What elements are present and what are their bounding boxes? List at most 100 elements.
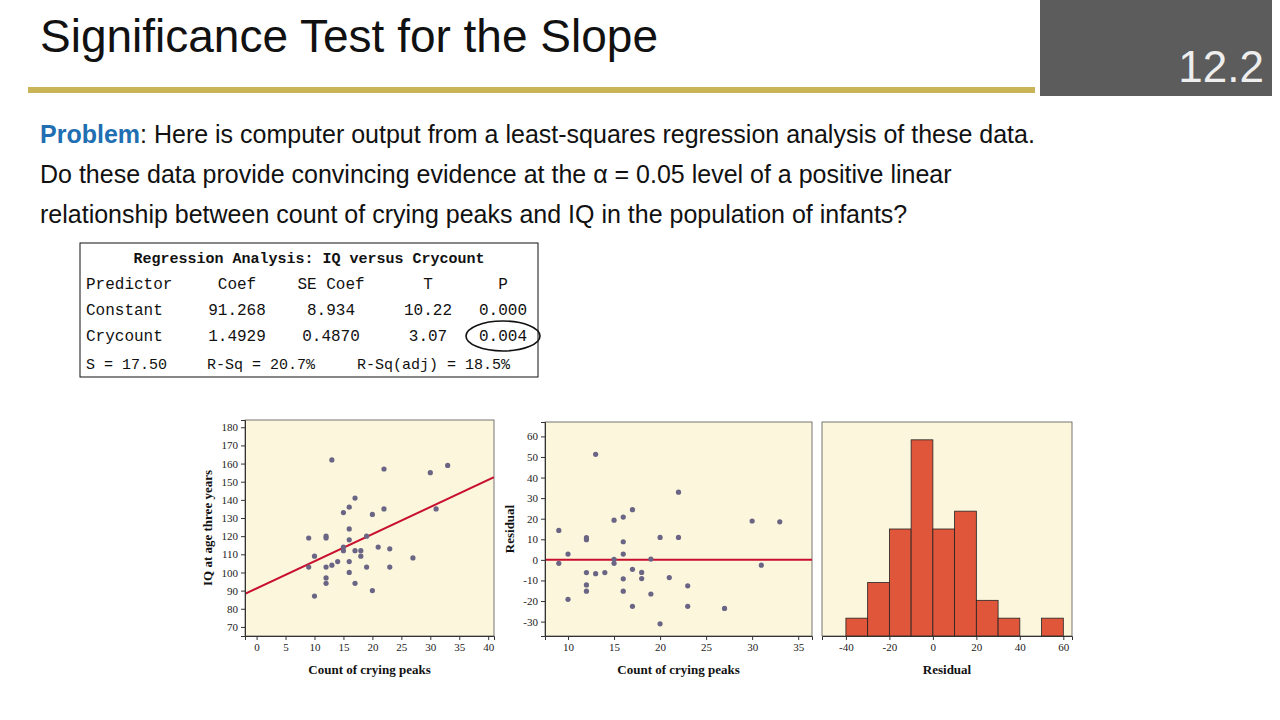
y-axis-title: IQ at age three years — [200, 470, 215, 586]
x-axis-title: Residual — [923, 662, 972, 677]
data-point — [352, 495, 357, 500]
tick: 10 — [563, 636, 575, 653]
y-axis: -30-20-100102030405060 — [523, 423, 545, 637]
tick-label: 60 — [1058, 641, 1070, 653]
data-point — [565, 597, 570, 602]
tick: 130 — [222, 512, 246, 524]
tick: 10 — [527, 533, 545, 545]
plot-marks — [245, 457, 494, 598]
tick-label: 15 — [338, 641, 350, 653]
histogram-bar — [1020, 636, 1042, 637]
data-point — [433, 506, 438, 511]
data-point — [376, 544, 381, 549]
tick-label: 0 — [533, 554, 539, 566]
tick-label: 25 — [396, 641, 408, 653]
data-point — [630, 507, 635, 512]
tick-label: 10 — [563, 641, 575, 653]
video-inset — [1040, 0, 1272, 96]
tick-mark — [241, 518, 245, 519]
tick-label: 170 — [222, 439, 239, 451]
data-point — [370, 588, 375, 593]
data-point — [621, 514, 626, 519]
tick: 15 — [609, 636, 621, 653]
tick-label: 70 — [227, 621, 239, 633]
table-cell: SE Coef — [297, 276, 364, 294]
data-point — [323, 534, 328, 539]
histogram-bar — [976, 600, 998, 636]
tick-mark — [241, 427, 245, 428]
data-point — [556, 561, 561, 566]
tick-mark — [846, 636, 847, 640]
table-cell: Constant — [86, 302, 163, 320]
tick-mark — [401, 636, 402, 640]
table-cell: 91.268 — [208, 302, 266, 320]
data-point — [621, 589, 626, 594]
tick-mark — [889, 636, 890, 640]
tick: 25 — [701, 636, 713, 653]
plot-marks — [545, 452, 812, 627]
tick-mark — [241, 627, 245, 628]
regression-line — [245, 477, 494, 594]
table-cell: T — [423, 276, 433, 294]
data-point — [323, 564, 328, 569]
y-axis: 708090100110120130140150160170180 — [222, 421, 246, 637]
tick-label: 50 — [527, 451, 539, 463]
tick: 35 — [454, 636, 466, 653]
tick-label: 130 — [222, 512, 239, 524]
axis-line — [541, 423, 546, 637]
table-footer: S = 17.50 — [86, 357, 167, 374]
tick: 100 — [222, 566, 246, 578]
histogram-bar — [868, 583, 890, 637]
axis-line — [823, 637, 1073, 641]
tick-label: 35 — [454, 641, 466, 653]
table-footer: R-Sq(adj) = 18.5% — [357, 357, 511, 374]
data-point — [410, 555, 415, 560]
data-point — [352, 548, 357, 553]
tick-mark — [541, 519, 545, 520]
problem-label: Problem — [40, 120, 140, 148]
tick: 160 — [222, 458, 246, 470]
data-point — [341, 544, 346, 549]
data-point — [639, 576, 644, 581]
tick: -20 — [523, 595, 545, 607]
data-point — [358, 548, 363, 553]
overlay-label: 12.2 — [1178, 42, 1264, 91]
tick: 110 — [222, 548, 245, 560]
tick: 40 — [527, 472, 545, 484]
tick-label: 40 — [1015, 641, 1027, 653]
table-title: Regression Analysis: IQ versus Crycount — [133, 251, 484, 268]
tick: 40 — [483, 636, 495, 653]
tick-label: 5 — [283, 641, 289, 653]
tick-mark — [1020, 636, 1021, 640]
tick-label: 110 — [222, 548, 239, 560]
tick-label: 10 — [527, 533, 539, 545]
tick-mark — [541, 457, 545, 458]
tick: 50 — [527, 451, 545, 463]
histogram-bar — [846, 618, 868, 636]
tick-label: 15 — [609, 641, 621, 653]
data-point — [306, 535, 311, 540]
tick-mark — [488, 636, 489, 640]
tick-label: 120 — [222, 530, 239, 542]
tick-label: 80 — [227, 603, 239, 615]
data-point — [347, 505, 352, 510]
tick: 20 — [367, 636, 379, 653]
data-point — [347, 526, 352, 531]
data-point — [685, 604, 690, 609]
tick-label: 10 — [309, 641, 321, 653]
data-point — [312, 593, 317, 598]
data-point — [381, 506, 386, 511]
slide-title: Significance Test for the Slope — [40, 10, 658, 62]
data-point — [329, 457, 334, 462]
tick: 80 — [227, 603, 245, 615]
data-point — [722, 606, 727, 611]
tick-label: 90 — [227, 585, 239, 597]
data-point — [335, 559, 340, 564]
data-point — [676, 535, 681, 540]
tick: 60 — [527, 430, 545, 442]
tick-label: -20 — [523, 595, 538, 607]
tick-label: -40 — [839, 641, 854, 653]
tick-label: 40 — [527, 472, 539, 484]
problem-text: : Here is computer output from a least-s… — [140, 120, 1035, 148]
tick-mark — [706, 636, 707, 640]
